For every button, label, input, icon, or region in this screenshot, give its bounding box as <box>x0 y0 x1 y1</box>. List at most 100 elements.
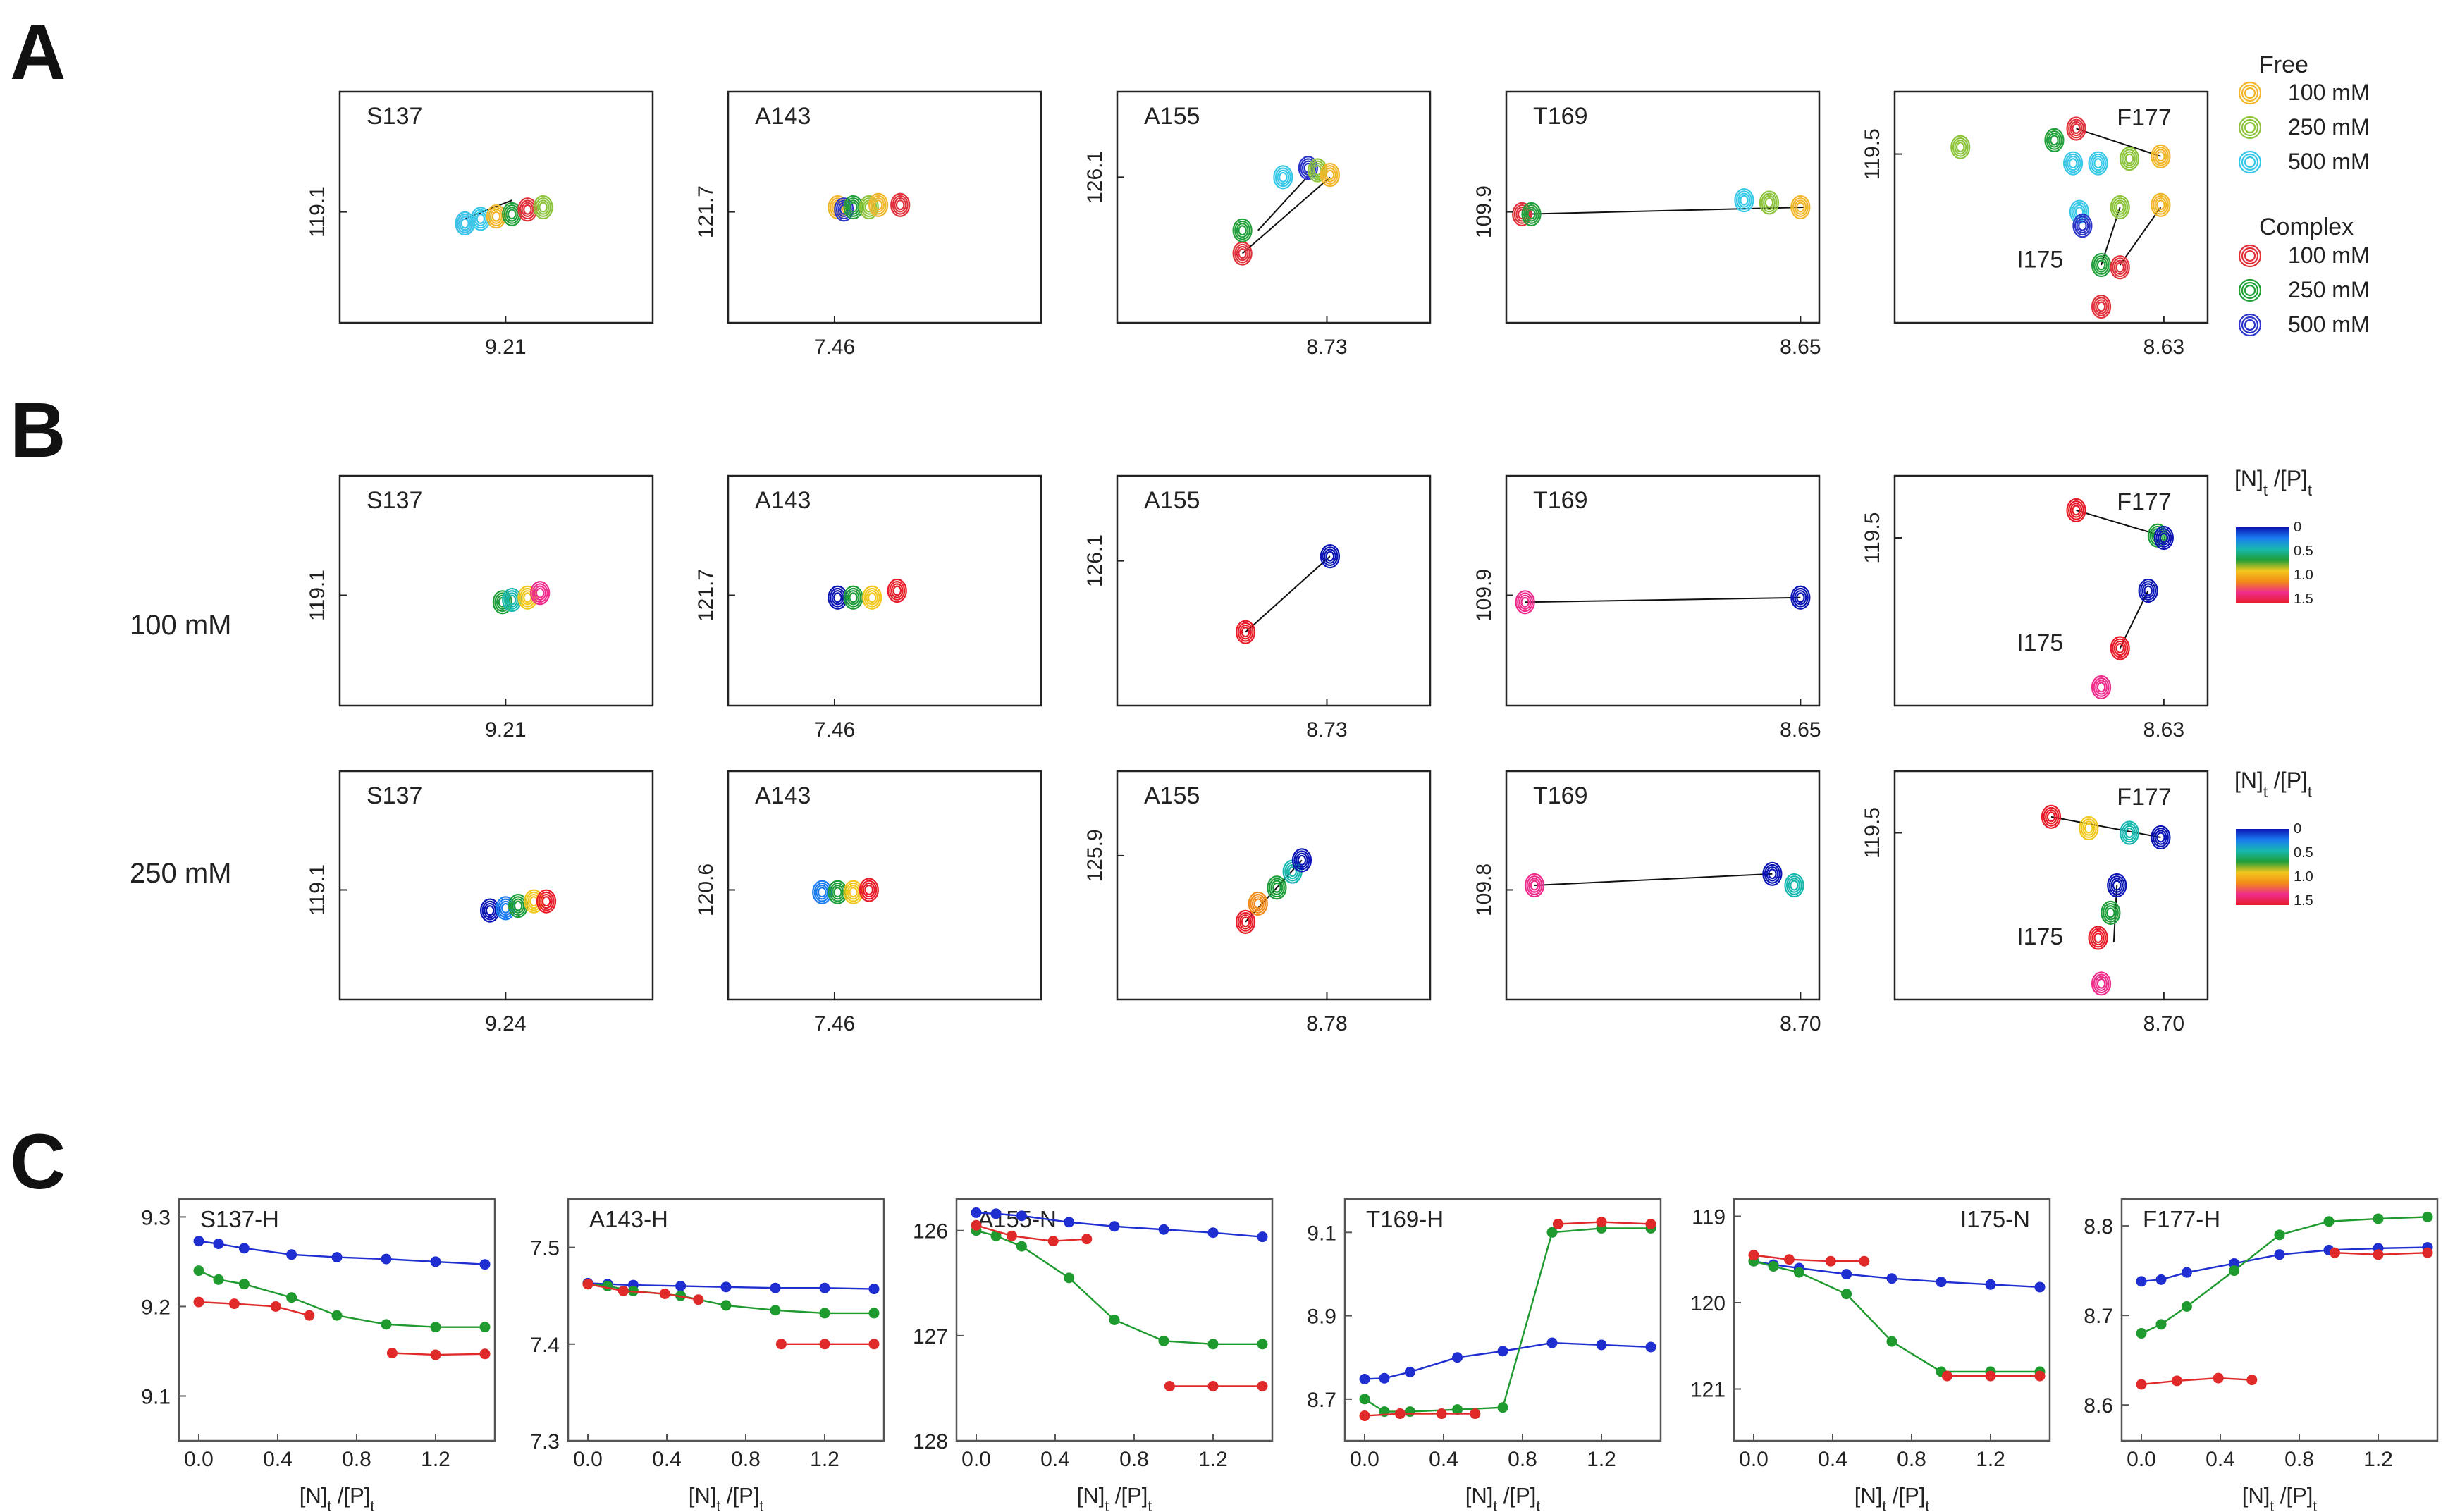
data-point <box>1404 1366 1415 1377</box>
legend-marker-free <box>2238 81 2262 105</box>
x-tick-label: 0.4 <box>2206 1448 2235 1471</box>
data-point <box>430 1322 441 1333</box>
residue-label: T169 <box>1533 782 1588 809</box>
data-point <box>990 1208 1002 1219</box>
legend-label-complex: 100 mM <box>2288 242 2370 268</box>
spectrum-a-a143: A143 7.46 121.7 <box>694 90 1042 359</box>
y-tick-label: 119.1 <box>306 570 329 621</box>
chart-frame <box>1733 1198 2051 1442</box>
x-tick-label: 8.63 <box>2143 336 2184 359</box>
series-line <box>587 1283 699 1301</box>
x-tick-label: 8.73 <box>1306 718 1347 742</box>
data-point <box>331 1252 343 1263</box>
shift-line <box>1241 176 1331 254</box>
legend-b-title: [N]t /[P]t <box>2234 768 2312 801</box>
data-point <box>2136 1328 2147 1339</box>
x-tick-label: 8.78 <box>1306 1012 1347 1035</box>
x-tick-label: 9.24 <box>485 1012 526 1035</box>
data-point <box>720 1281 732 1293</box>
data-point <box>2171 1375 2182 1387</box>
series-100-mm-bound <box>1164 1380 1268 1391</box>
data-point <box>1207 1339 1219 1350</box>
nmr-peak <box>1521 202 1542 226</box>
nmr-peak <box>2079 816 2099 841</box>
nmr-peak <box>1291 848 1312 873</box>
y-tick-label: 8.6 <box>2084 1394 2113 1418</box>
nmr-peak <box>530 581 551 606</box>
series-100-mm <box>582 1279 704 1305</box>
shift-line <box>1525 596 1801 603</box>
data-point <box>2422 1211 2433 1222</box>
shift-line <box>1522 207 1804 215</box>
legend-marker-free <box>2238 150 2262 174</box>
residue-label: A155 <box>1144 782 1200 809</box>
data-point <box>386 1348 398 1359</box>
series-100-mm <box>2136 1372 2258 1390</box>
chart-title: S137-H <box>200 1206 279 1232</box>
data-point <box>868 1284 880 1295</box>
series-line <box>198 1301 310 1317</box>
shift-line <box>2119 207 2162 266</box>
legend-label-complex: 500 mM <box>2288 312 2370 337</box>
legend-b-title: [N]t /[P]t <box>2234 466 2312 499</box>
nmr-peak <box>1790 585 1811 610</box>
y-tick-label: 7.3 <box>530 1430 560 1453</box>
data-point <box>1359 1394 1370 1405</box>
x-tick-label: 7.46 <box>814 718 855 742</box>
data-point <box>1452 1352 1463 1363</box>
x-axis-label: [N]t /[P]t <box>1855 1483 1930 1512</box>
data-point <box>990 1230 1002 1241</box>
data-point <box>1379 1372 1390 1384</box>
spectrum-frame <box>338 474 654 707</box>
data-point <box>1841 1289 1852 1300</box>
data-point <box>193 1265 204 1277</box>
nmr-peak <box>2088 151 2108 176</box>
data-point <box>1047 1236 1059 1247</box>
data-point <box>868 1308 880 1319</box>
y-tick-label: 120 <box>1690 1292 1726 1315</box>
legend-b-tick: 1.0 <box>2294 567 2313 583</box>
data-point <box>1645 1341 1656 1353</box>
residue-label: A143 <box>755 487 811 514</box>
data-point <box>1783 1254 1795 1265</box>
nmr-peak <box>1320 162 1341 188</box>
x-tick-label: 8.65 <box>1780 718 1821 742</box>
nmr-peak <box>2044 128 2065 152</box>
series-100-mm-bound <box>1941 1370 2046 1382</box>
legend-b-tick: 0.5 <box>2294 543 2313 559</box>
x-tick-label: 0.8 <box>731 1448 761 1471</box>
chart-title: I175-N <box>1960 1206 2030 1232</box>
spectrum-frame <box>338 770 654 1001</box>
shift-line <box>1534 873 1773 886</box>
data-point <box>971 1219 982 1231</box>
nmr-peak <box>1235 620 1256 644</box>
data-point <box>675 1280 687 1291</box>
data-point <box>2229 1265 2240 1277</box>
y-tick-label: 109.9 <box>1472 185 1496 238</box>
series-100-mm <box>193 1296 315 1321</box>
data-point <box>2213 1372 2224 1384</box>
x-tick-label: 0.8 <box>1508 1448 1537 1471</box>
legend-b-tick: 1.5 <box>2294 591 2313 607</box>
x-tick-label: 0.4 <box>1429 1448 1458 1471</box>
data-point <box>479 1322 491 1333</box>
series-100-mm-bound <box>1552 1217 1656 1229</box>
residue-label-secondary: I175 <box>2017 246 2063 273</box>
spectrum-b250-a155: A155 8.78 125.9 <box>1083 770 1432 1035</box>
data-point <box>1546 1337 1558 1348</box>
legend-marker-complex <box>2238 278 2262 302</box>
data-point <box>213 1274 224 1285</box>
panel-letter-c: C <box>10 1119 66 1205</box>
y-tick-label: 8.9 <box>1307 1305 1336 1329</box>
spectrum-b250-f177: F177 I175 8.70 119.5 <box>1861 770 2209 1035</box>
data-point <box>1886 1273 1897 1284</box>
data-point <box>1359 1373 1370 1384</box>
data-point <box>1064 1272 1075 1284</box>
legend-b-tick: 0.5 <box>2294 845 2313 861</box>
data-point <box>2274 1229 2285 1241</box>
nmr-peak <box>2091 675 2112 700</box>
x-tick-label: 7.46 <box>814 336 855 359</box>
x-tick-label: 7.46 <box>814 1012 855 1035</box>
x-tick-label: 1.2 <box>1587 1448 1616 1471</box>
